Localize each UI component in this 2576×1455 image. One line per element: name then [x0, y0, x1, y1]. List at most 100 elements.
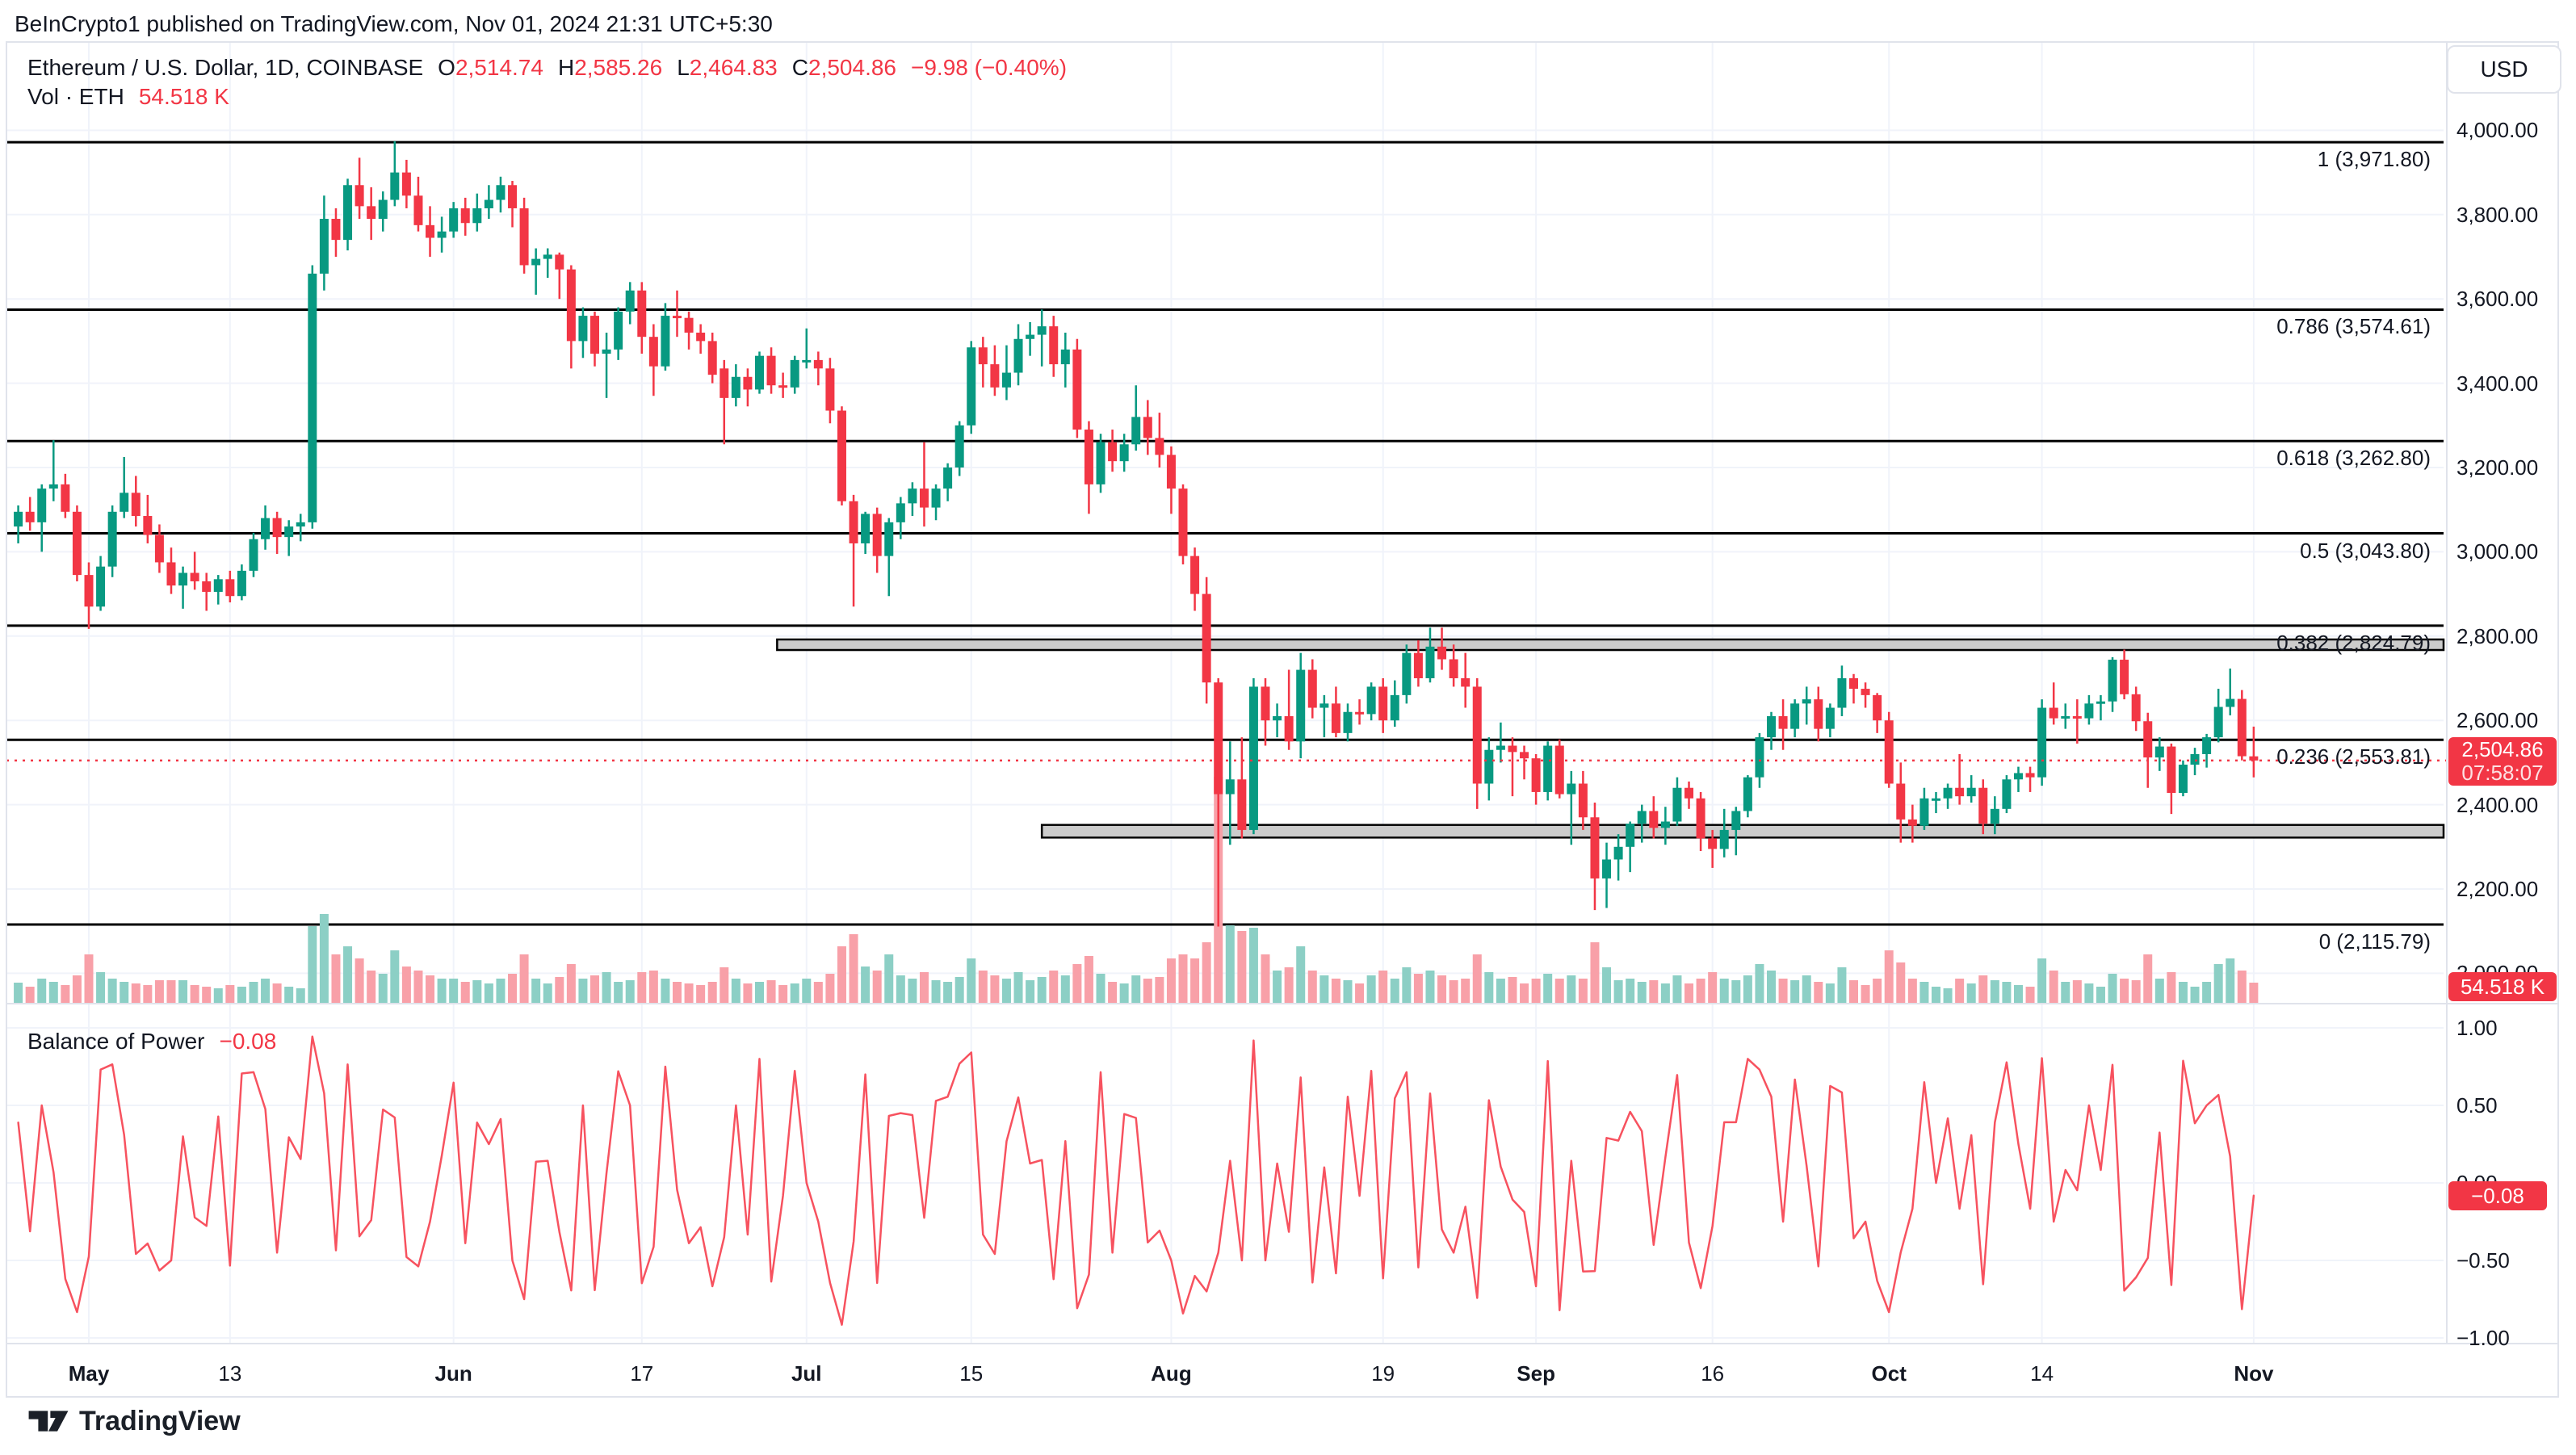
- volume-bar: [1955, 979, 1965, 1003]
- volume-bar: [1814, 982, 1823, 1003]
- volume-bar: [131, 983, 141, 1003]
- candle-body: [1990, 808, 1999, 824]
- volume-bar: [813, 982, 823, 1003]
- volume-bar: [884, 954, 894, 1003]
- volume-bar: [543, 983, 552, 1003]
- volume-bar: [566, 964, 576, 1003]
- price-zone-rect: [776, 638, 2445, 652]
- candle-body: [790, 359, 799, 388]
- candle-body: [1919, 798, 1929, 826]
- volume-bar: [1990, 980, 1999, 1003]
- candle-body: [1307, 669, 1317, 708]
- volume-bar: [1907, 979, 1917, 1003]
- candle-body: [1084, 430, 1093, 484]
- candle-body: [1096, 442, 1105, 484]
- volume-bar: [1072, 964, 1082, 1003]
- volume-bar: [1660, 983, 1670, 1003]
- candle-body: [1554, 745, 1564, 795]
- candle-body: [449, 208, 459, 232]
- candle-body: [1319, 703, 1329, 708]
- candle-body: [48, 484, 58, 489]
- candle-body: [1190, 556, 1200, 594]
- volume-bar: [648, 971, 658, 1003]
- volume-bar: [707, 982, 717, 1003]
- candle-body: [1767, 715, 1777, 738]
- volume-bar: [766, 980, 776, 1003]
- candle-body: [2120, 660, 2129, 694]
- candle-body: [1355, 711, 1365, 715]
- candle-body: [1461, 678, 1471, 687]
- candle-body: [1590, 817, 1600, 878]
- candle-body: [154, 535, 164, 563]
- candle-body: [1814, 699, 1823, 729]
- volume-bar: [107, 979, 117, 1003]
- candle-body: [731, 376, 740, 398]
- volume-bar: [1202, 942, 1211, 1003]
- candle-body: [531, 258, 541, 266]
- candle-body: [519, 208, 529, 266]
- candle-body: [2154, 746, 2164, 758]
- candle-body: [484, 199, 493, 208]
- volume-bar: [1790, 980, 1800, 1003]
- candle-body: [1214, 682, 1223, 795]
- candle-body: [931, 488, 941, 508]
- candle-body: [1884, 720, 1894, 784]
- volume-bar: [661, 979, 670, 1003]
- volume-bar: [1307, 971, 1317, 1003]
- volume-bar: [1084, 956, 1093, 1003]
- candle-body: [743, 376, 753, 390]
- candle-body: [1719, 829, 1729, 849]
- candle-body: [1907, 819, 1917, 826]
- candle-body: [1378, 686, 1388, 721]
- tradingview-logo[interactable]: TradingView: [27, 1403, 241, 1439]
- candle-body: [1896, 783, 1906, 820]
- candle-body: [84, 575, 94, 607]
- volume-bar: [1366, 975, 1376, 1003]
- candle-body: [178, 572, 188, 586]
- volume-bar: [2143, 954, 2153, 1003]
- candle-body: [37, 488, 47, 522]
- currency-toggle-button[interactable]: USD: [2447, 45, 2561, 94]
- candle-body: [566, 269, 576, 342]
- volume-bar: [1966, 983, 1976, 1003]
- volume-bar: [2202, 982, 2212, 1003]
- candle-body: [720, 368, 729, 398]
- volume-bar: [802, 979, 812, 1003]
- volume-bar: [1590, 942, 1600, 1003]
- volume-bar: [2037, 958, 2047, 1003]
- volume-bar: [1331, 979, 1340, 1003]
- volume-bar: [166, 980, 176, 1003]
- volume-bar: [1108, 982, 1118, 1003]
- candle-body: [72, 511, 82, 576]
- candle-body: [1802, 699, 1811, 704]
- volume-bar: [2002, 982, 2012, 1003]
- volume-bar: [154, 980, 164, 1003]
- volume-bar: [1719, 979, 1729, 1003]
- volume-bar: [1225, 925, 1235, 1003]
- volume-bar: [1484, 972, 1494, 1003]
- volume-bar: [390, 950, 400, 1003]
- volume-bar: [1248, 928, 1258, 1003]
- candle-body: [401, 172, 411, 196]
- volume-bar: [1284, 967, 1294, 1003]
- candle-body: [1402, 652, 1412, 695]
- volume-bar: [355, 958, 364, 1003]
- candle-body: [437, 231, 447, 238]
- candle-body: [1131, 417, 1141, 445]
- candle-body: [472, 208, 482, 224]
- volume-bar: [343, 946, 353, 1003]
- volume-bar: [861, 967, 871, 1003]
- volume-bar: [625, 980, 635, 1003]
- candle-body: [143, 516, 153, 535]
- candle-body: [2202, 737, 2212, 754]
- candle-body: [2049, 707, 2058, 719]
- volume-bar: [1672, 975, 1682, 1003]
- candle-body: [1484, 749, 1494, 784]
- volume-bar: [1190, 958, 1200, 1003]
- candle-body: [1602, 859, 1612, 878]
- volume-bar: [1931, 987, 1940, 1003]
- candle-body: [1778, 715, 1788, 729]
- volume-bar: [25, 987, 35, 1003]
- volume-bar: [426, 975, 435, 1003]
